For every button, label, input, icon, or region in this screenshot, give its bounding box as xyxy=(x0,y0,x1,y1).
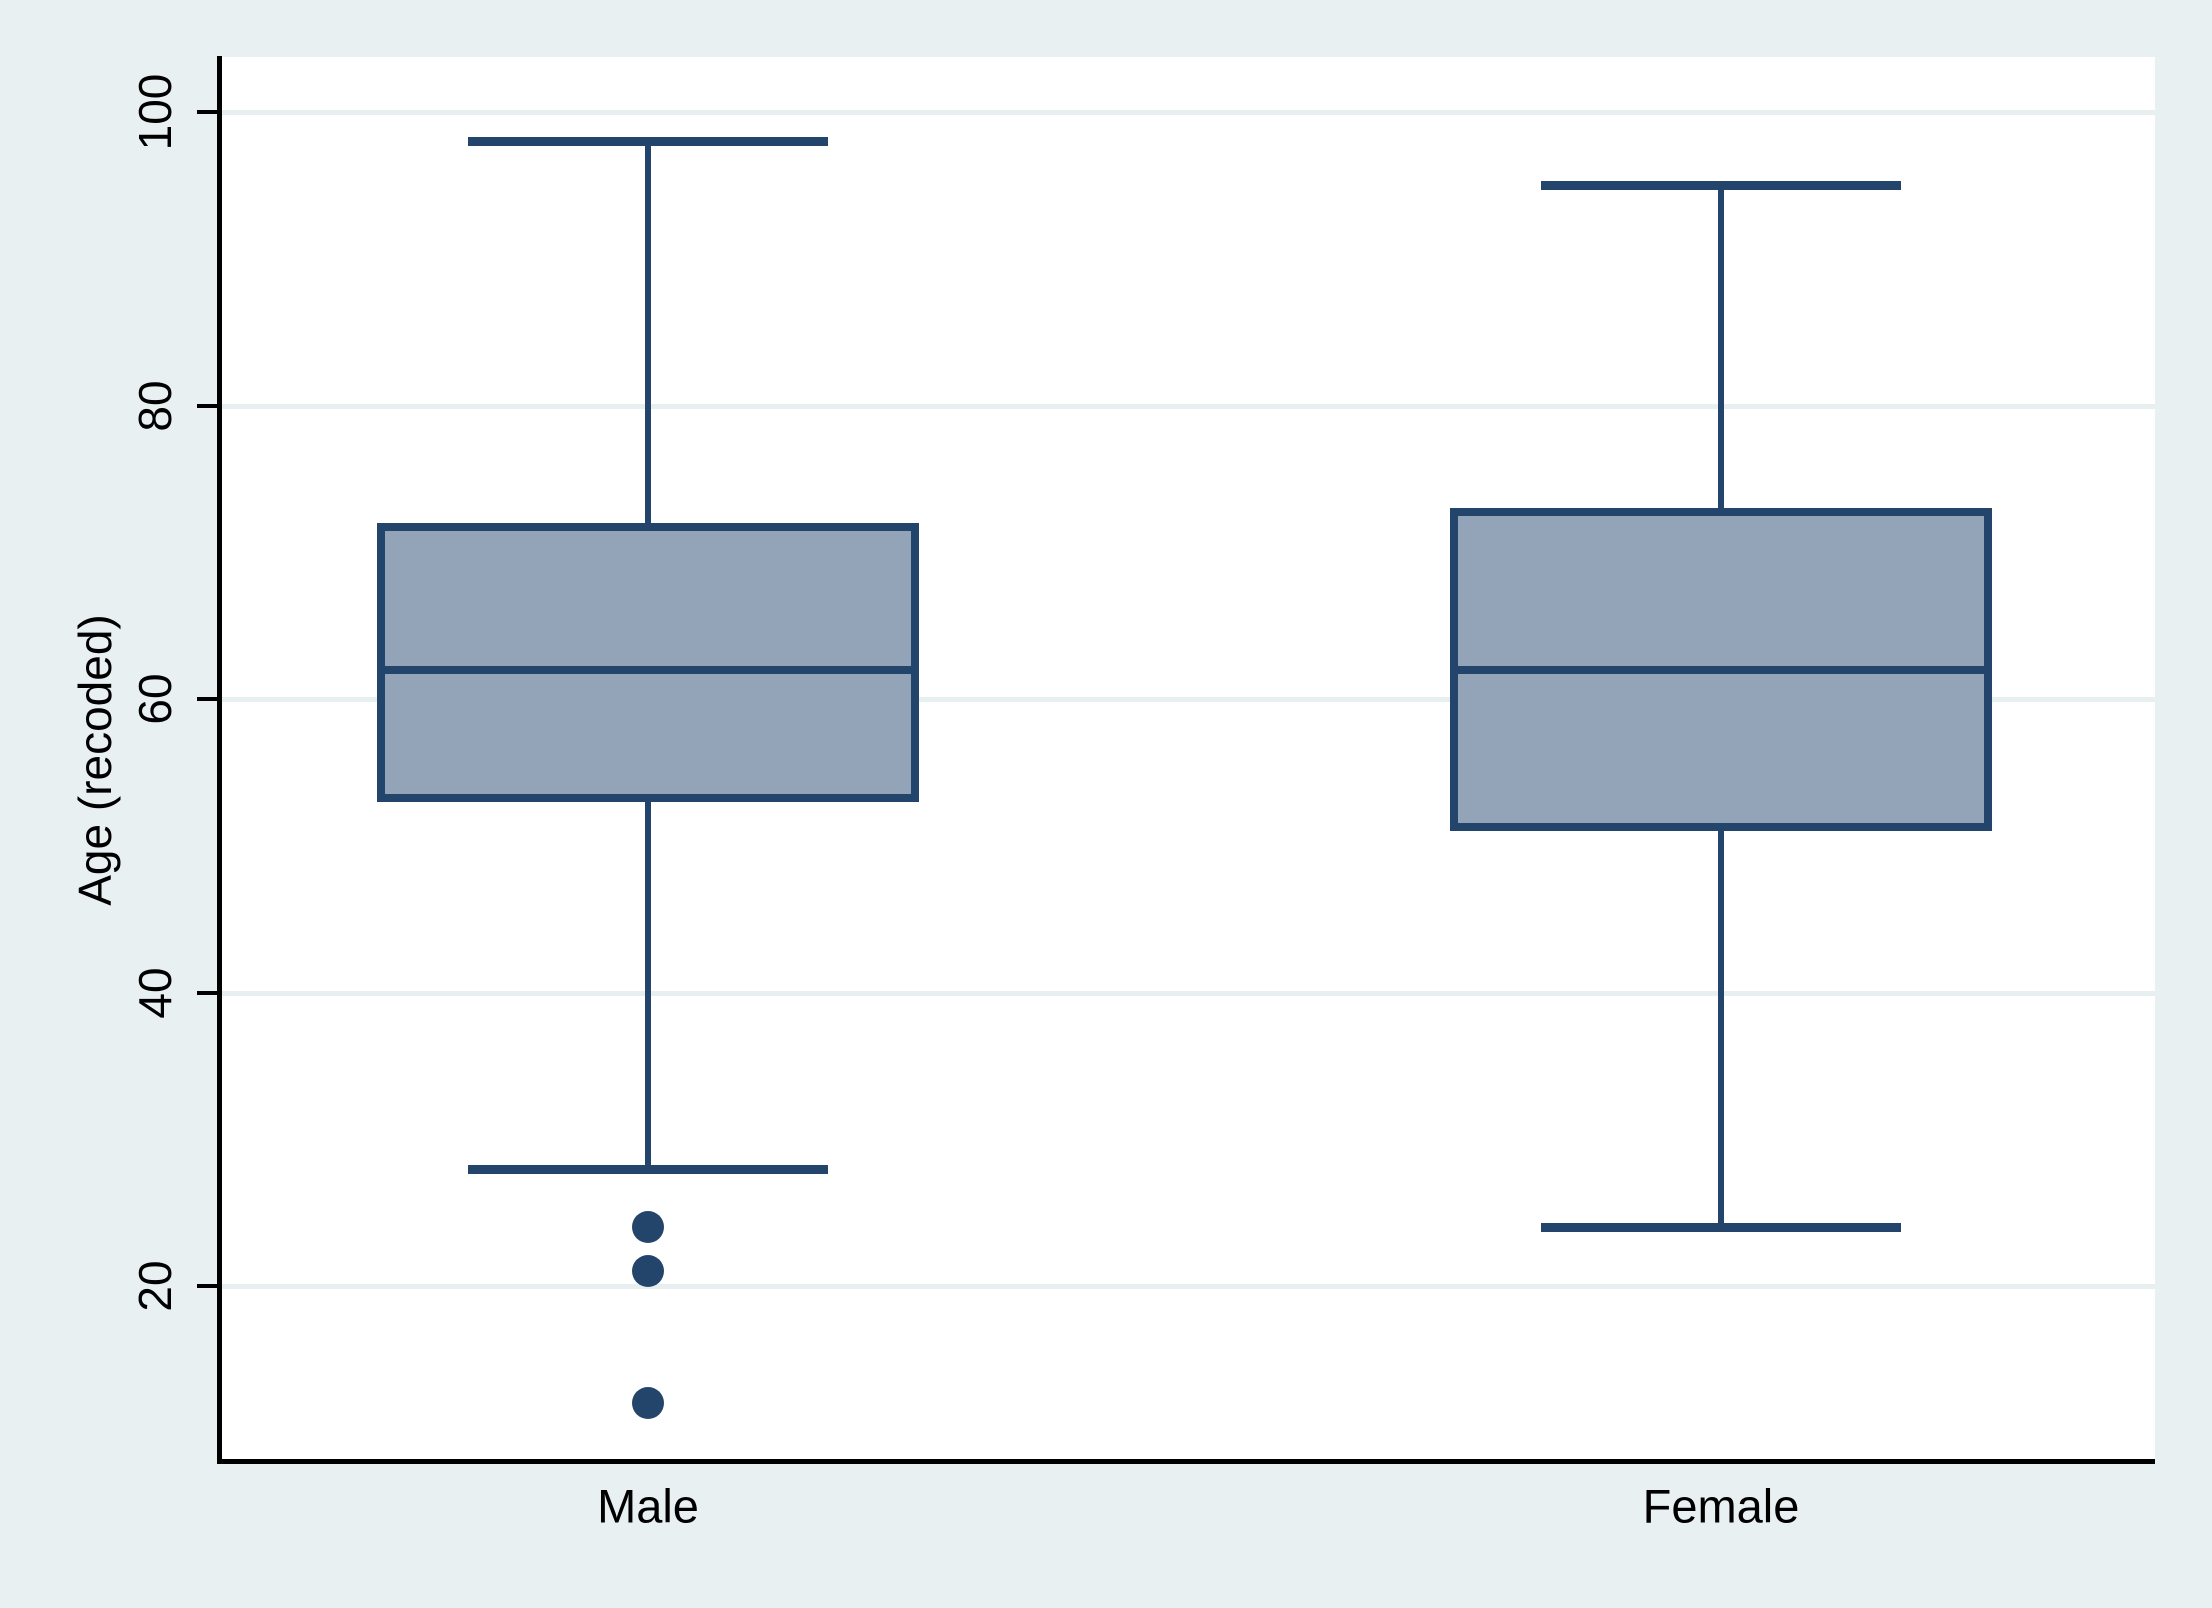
median-line-male xyxy=(385,665,911,674)
y-tick-label-20: 20 xyxy=(129,1260,181,1312)
lower-whisker-female xyxy=(1718,831,1724,1228)
iqr-box-male xyxy=(377,522,919,802)
gridline-60 xyxy=(222,697,2155,702)
y-tick-60 xyxy=(197,697,219,701)
gridline-20 xyxy=(222,1284,2155,1289)
outlier-male-3 xyxy=(632,1387,664,1420)
y-tick-40 xyxy=(197,990,219,995)
x-category-label-male: Male xyxy=(597,1479,699,1533)
gridline-40 xyxy=(222,990,2155,996)
y-tick-20 xyxy=(197,1284,219,1288)
y-tick-80 xyxy=(197,403,219,408)
x-category-label-female: Female xyxy=(1642,1479,1800,1533)
lower-whisker-cap-female xyxy=(1541,1223,1901,1233)
y-tick-label-60: 60 xyxy=(129,673,181,725)
y-axis-line xyxy=(217,56,222,1464)
y-tick-label-80: 80 xyxy=(129,379,181,432)
upper-whisker-female xyxy=(1718,185,1724,509)
gridline-80 xyxy=(222,403,2155,409)
lower-whisker-male xyxy=(645,801,651,1169)
upper-whisker-cap-female xyxy=(1541,181,1901,191)
lower-whisker-cap-male xyxy=(468,1164,828,1174)
y-tick-100 xyxy=(197,110,219,114)
outlier-male-1 xyxy=(632,1211,664,1244)
x-axis-line xyxy=(217,1459,2155,1464)
gridline-100 xyxy=(222,110,2155,115)
upper-whisker-male xyxy=(645,141,651,523)
y-tick-label-100: 100 xyxy=(129,73,181,151)
median-line-female xyxy=(1458,665,1984,674)
upper-whisker-cap-male xyxy=(468,137,828,147)
outlier-male-2 xyxy=(632,1255,664,1288)
y-axis-title: Age (recoded) xyxy=(69,614,121,906)
y-tick-label-40: 40 xyxy=(129,966,181,1019)
